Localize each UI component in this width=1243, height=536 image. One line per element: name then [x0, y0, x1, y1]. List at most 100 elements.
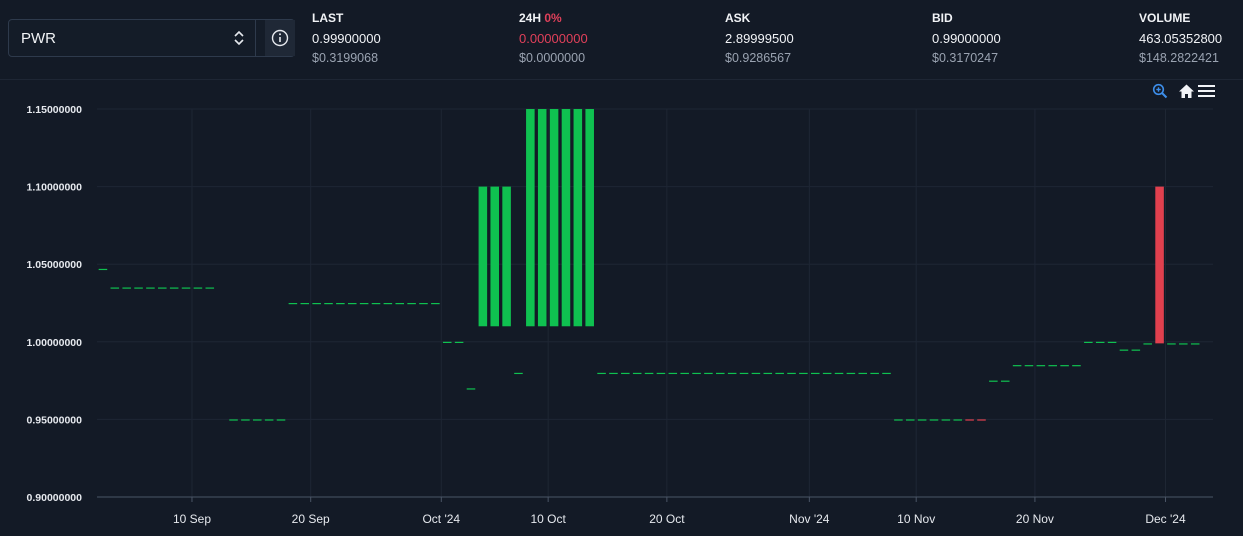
- candle-body[interactable]: [1036, 365, 1046, 367]
- candle-body[interactable]: [621, 372, 630, 375]
- candle-body[interactable]: [917, 419, 927, 421]
- candle-body[interactable]: [977, 419, 986, 421]
- candle-body[interactable]: [1155, 186, 1164, 344]
- candle-body[interactable]: [110, 287, 120, 289]
- candle-body[interactable]: [692, 372, 701, 375]
- candle-body[interactable]: [146, 287, 155, 289]
- candle-body[interactable]: [739, 372, 749, 375]
- candle-body[interactable]: [288, 303, 298, 305]
- candle-body[interactable]: [1131, 349, 1141, 351]
- candle-body[interactable]: [1012, 365, 1022, 367]
- candle-body[interactable]: [383, 303, 393, 305]
- home-icon[interactable]: [1178, 83, 1195, 99]
- candle-body[interactable]: [502, 186, 511, 327]
- candle-body[interactable]: [241, 419, 250, 421]
- candle-body[interactable]: [1000, 380, 1010, 382]
- candle-body[interactable]: [597, 372, 606, 375]
- price-chart[interactable]: 1.15000000 1.10000000 1.05000000 1.00000000…: [0, 80, 1243, 536]
- candle-body[interactable]: [573, 109, 583, 327]
- candle-body[interactable]: [347, 303, 357, 305]
- candle-body[interactable]: [300, 303, 310, 305]
- candle-body[interactable]: [704, 372, 713, 375]
- candle-body[interactable]: [395, 303, 405, 305]
- candle-body[interactable]: [965, 419, 974, 421]
- candle-body[interactable]: [763, 372, 773, 375]
- candle-body[interactable]: [514, 372, 523, 375]
- candle-body[interactable]: [526, 109, 535, 327]
- candle-body[interactable]: [158, 287, 167, 289]
- stat-ask-usd: $0.9286567: [725, 51, 792, 65]
- candle-body[interactable]: [656, 372, 666, 375]
- candle-body[interactable]: [407, 303, 416, 305]
- candle-body[interactable]: [953, 419, 963, 421]
- candle-body[interactable]: [870, 372, 879, 375]
- candle-body[interactable]: [419, 303, 428, 305]
- candle-body[interactable]: [442, 341, 452, 343]
- candle-body[interactable]: [134, 287, 143, 289]
- candle-body[interactable]: [205, 287, 215, 289]
- candle-body[interactable]: [490, 186, 499, 327]
- candle-body[interactable]: [122, 287, 131, 289]
- info-button[interactable]: [265, 20, 295, 56]
- candle-body[interactable]: [1190, 343, 1200, 345]
- candle-body[interactable]: [858, 372, 868, 375]
- candle-body[interactable]: [466, 388, 476, 390]
- candle-body[interactable]: [1143, 343, 1152, 345]
- candle-body[interactable]: [1179, 343, 1188, 345]
- candle-body[interactable]: [264, 419, 274, 421]
- menu-icon[interactable]: [1198, 84, 1215, 98]
- candle-body[interactable]: [1072, 365, 1081, 367]
- candle-body[interactable]: [846, 372, 856, 375]
- candle-body[interactable]: [989, 380, 998, 382]
- candle-body[interactable]: [359, 303, 369, 305]
- candle-body[interactable]: [644, 372, 654, 375]
- candle-body[interactable]: [1095, 341, 1105, 343]
- candle-body[interactable]: [1024, 365, 1034, 367]
- candle-body[interactable]: [336, 303, 345, 305]
- candle-body[interactable]: [585, 109, 594, 327]
- candle-body[interactable]: [882, 372, 891, 375]
- stat-bid-value: 0.99000000: [932, 31, 1001, 46]
- candle-body[interactable]: [905, 419, 915, 421]
- candle-body[interactable]: [1119, 349, 1129, 351]
- candle-body[interactable]: [751, 372, 761, 375]
- candle-body[interactable]: [716, 372, 725, 375]
- candle-body[interactable]: [193, 287, 203, 289]
- candle-body[interactable]: [253, 419, 262, 421]
- candle-body[interactable]: [276, 419, 286, 421]
- candle-body[interactable]: [822, 372, 832, 375]
- candle-body[interactable]: [1107, 341, 1117, 343]
- candle-body[interactable]: [894, 419, 903, 421]
- candle-body[interactable]: [775, 372, 784, 375]
- candle-body[interactable]: [787, 372, 796, 375]
- candle-body[interactable]: [799, 372, 808, 375]
- candle-body[interactable]: [834, 372, 844, 375]
- candle-body[interactable]: [561, 109, 571, 327]
- candle-body[interactable]: [632, 372, 642, 375]
- candle-body[interactable]: [537, 109, 547, 327]
- candle-body[interactable]: [941, 419, 951, 421]
- candle-body[interactable]: [929, 419, 939, 421]
- candle-body[interactable]: [609, 372, 618, 375]
- candle-body[interactable]: [668, 372, 678, 375]
- candle-body[interactable]: [324, 303, 333, 305]
- candle-body[interactable]: [811, 372, 820, 375]
- candle-body[interactable]: [454, 341, 464, 343]
- candle-body[interactable]: [98, 268, 108, 271]
- candle-body[interactable]: [229, 419, 238, 421]
- candle-body[interactable]: [312, 303, 321, 305]
- candle-body[interactable]: [727, 372, 737, 375]
- candle-body[interactable]: [478, 186, 488, 327]
- candle-body[interactable]: [1084, 341, 1093, 343]
- candle-body[interactable]: [181, 287, 191, 289]
- candle-body[interactable]: [680, 372, 689, 375]
- pair-selector[interactable]: PWR: [8, 19, 295, 57]
- candle-body[interactable]: [1060, 365, 1069, 367]
- candle-body[interactable]: [549, 109, 559, 327]
- candle-body[interactable]: [431, 303, 440, 305]
- zoom-in-icon[interactable]: [1152, 83, 1168, 99]
- candle-body[interactable]: [169, 287, 179, 289]
- candle-body[interactable]: [371, 303, 381, 305]
- candle-body[interactable]: [1048, 365, 1057, 367]
- candle-body[interactable]: [1167, 343, 1176, 345]
